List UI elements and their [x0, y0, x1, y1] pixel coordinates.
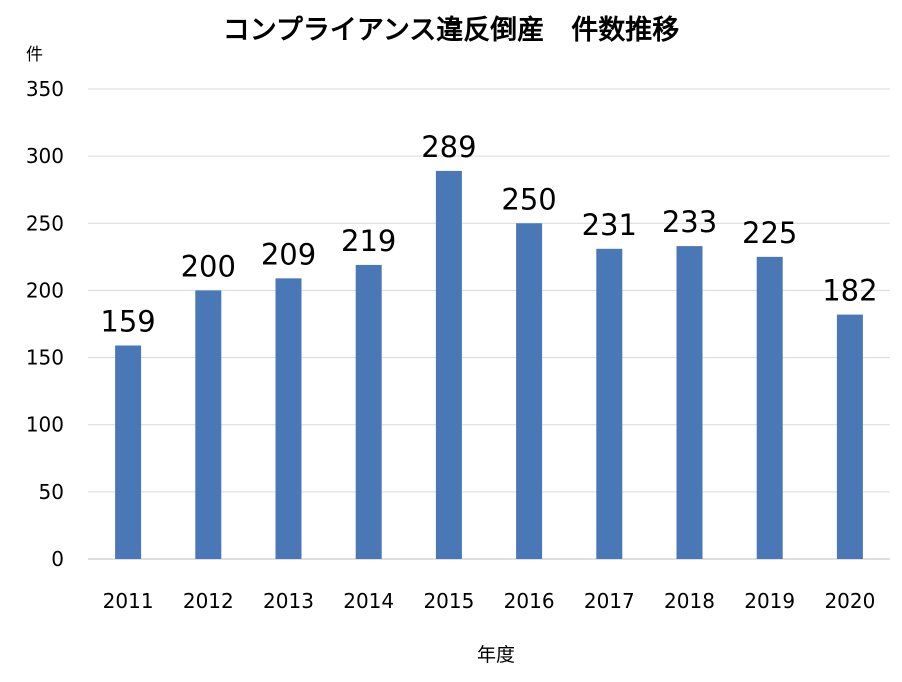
data-label: 225 — [742, 216, 797, 250]
y-tick-label: 150 — [26, 346, 64, 370]
y-tick-label: 250 — [26, 211, 64, 235]
x-tick-label: 2015 — [423, 589, 474, 613]
bar — [516, 223, 543, 560]
bar — [435, 170, 462, 559]
bar — [195, 290, 222, 559]
x-axis-label: 年度 — [476, 644, 515, 666]
y-tick-label: 350 — [26, 77, 64, 101]
bar — [836, 314, 863, 559]
x-tick-label: 2014 — [343, 589, 394, 613]
x-tick-label: 2013 — [263, 589, 314, 613]
data-label: 219 — [341, 224, 396, 258]
y-tick-label: 0 — [51, 547, 64, 571]
bar — [676, 246, 703, 559]
y-tick-label: 300 — [26, 144, 64, 168]
x-tick-label: 2019 — [744, 589, 795, 613]
x-tick-label: 2018 — [664, 589, 715, 613]
data-label: 182 — [822, 274, 877, 308]
x-tick-label: 2011 — [103, 589, 154, 613]
x-tick-label: 2017 — [584, 589, 635, 613]
y-axis-unit-label: 件 — [26, 45, 43, 65]
x-tick-label: 2020 — [824, 589, 875, 613]
x-tick-label: 2016 — [504, 589, 555, 613]
bar — [115, 345, 142, 559]
y-tick-label: 200 — [26, 278, 64, 302]
bar — [275, 278, 302, 559]
data-label: 231 — [582, 208, 637, 242]
bar — [596, 248, 623, 560]
data-label: 159 — [100, 304, 155, 338]
data-label: 289 — [421, 130, 476, 164]
data-label: 209 — [261, 237, 316, 271]
chart-title: コンプライアンス違反倒産 件数推移 — [222, 15, 680, 46]
y-tick-label: 50 — [39, 480, 64, 504]
data-label: 200 — [181, 249, 236, 283]
data-label: 250 — [501, 182, 556, 216]
data-label: 233 — [662, 205, 717, 239]
y-tick-label: 100 — [26, 413, 64, 437]
x-tick-label: 2012 — [183, 589, 234, 613]
bar — [756, 256, 783, 559]
bar — [355, 264, 382, 559]
